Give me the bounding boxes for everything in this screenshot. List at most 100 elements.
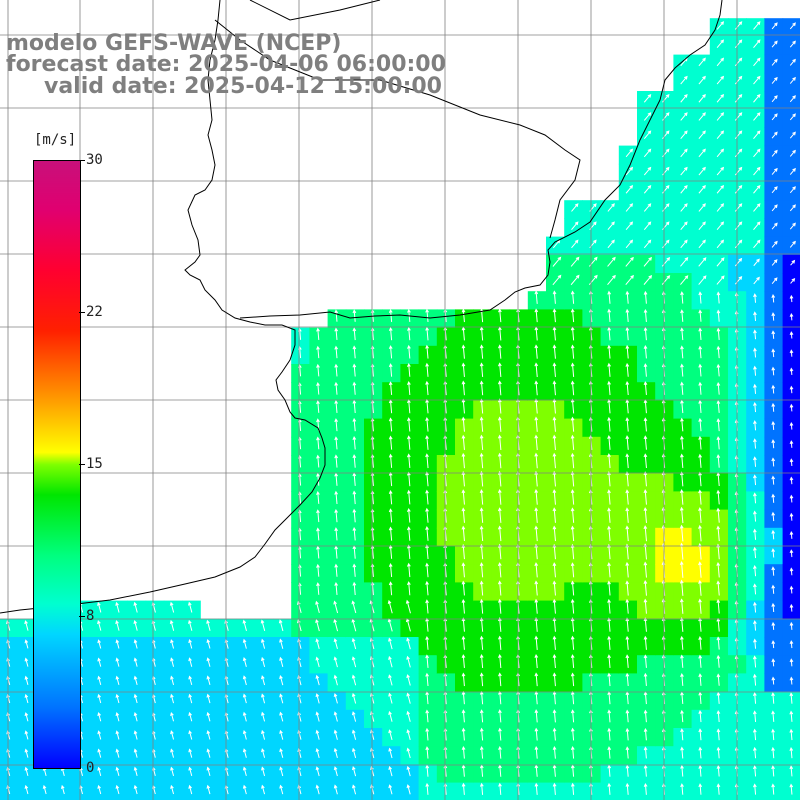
wind-arrow	[643, 239, 652, 249]
wind-arrow	[425, 764, 430, 777]
wind-arrow	[662, 130, 670, 139]
wind-arrow	[498, 308, 502, 323]
wind-arrow	[789, 728, 794, 741]
wind-arrow	[643, 672, 648, 687]
wind-arrow	[552, 380, 557, 396]
wind-arrow	[734, 75, 743, 85]
wind-arrow	[479, 434, 484, 451]
wind-arrow	[789, 95, 796, 103]
wind-arrow	[388, 563, 393, 578]
wind-arrow	[753, 293, 757, 303]
wind-arrow	[643, 727, 648, 741]
wind-arrow	[643, 93, 652, 103]
wind-arrow	[534, 653, 539, 669]
wind-arrow	[388, 327, 393, 341]
wind-arrow	[698, 57, 706, 67]
wind-arrow	[388, 710, 393, 722]
wind-arrow	[425, 599, 429, 614]
wind-arrow	[388, 784, 393, 795]
wind-arrow	[188, 619, 193, 631]
wind-arrow	[133, 730, 138, 740]
wind-arrow	[753, 492, 757, 504]
wind-arrow	[752, 546, 757, 559]
wind-arrow	[570, 452, 575, 469]
wind-arrow	[698, 764, 703, 777]
wind-arrow	[60, 784, 65, 795]
wind-arrow	[789, 22, 796, 30]
wind-arrow	[497, 598, 502, 614]
wind-arrow	[479, 580, 484, 596]
wind-arrow	[552, 398, 557, 414]
wind-arrow	[771, 602, 776, 613]
wind-arrow	[771, 640, 776, 649]
wind-arrow	[607, 562, 611, 578]
wind-arrow	[315, 618, 320, 632]
wind-arrow	[242, 619, 247, 631]
wind-arrow	[734, 257, 743, 267]
wind-arrow	[534, 507, 539, 523]
wind-arrow	[607, 672, 612, 687]
wind-arrow	[279, 784, 284, 795]
wind-arrow	[698, 691, 703, 704]
wind-arrow	[407, 344, 411, 359]
wind-arrow	[771, 113, 778, 121]
wind-arrow	[771, 384, 776, 394]
wind-arrow	[534, 489, 539, 505]
wind-arrow	[497, 562, 502, 578]
wind-arrow	[698, 363, 703, 377]
wind-arrow	[625, 362, 630, 377]
wind-arrow	[771, 493, 776, 503]
wind-arrow	[643, 598, 648, 614]
wind-arrow	[771, 548, 776, 558]
wind-arrow	[188, 766, 193, 776]
wind-arrow	[352, 508, 357, 523]
wind-arrow	[534, 543, 539, 560]
wind-arrow	[534, 452, 539, 469]
wind-arrow	[698, 417, 703, 432]
coastline-inland	[214, 19, 581, 239]
wind-arrow	[388, 692, 393, 704]
wind-arrow	[479, 764, 484, 777]
title-valid-date: valid date: 2025-04-12 15:00:00	[44, 74, 442, 99]
wind-arrow	[716, 291, 721, 304]
wind-arrow	[351, 729, 357, 740]
wind-arrow	[680, 221, 688, 230]
wind-arrow	[643, 525, 648, 542]
wind-arrow	[716, 166, 725, 176]
wind-arrow	[534, 580, 539, 596]
wind-arrow	[570, 308, 575, 323]
wind-arrow	[351, 600, 357, 614]
wind-arrow	[771, 76, 778, 84]
wind-arrow	[789, 186, 796, 194]
wind-arrow	[388, 363, 393, 377]
wind-arrow	[534, 745, 539, 759]
wind-arrow	[607, 654, 611, 668]
wind-arrow	[552, 489, 557, 505]
wind-arrow	[625, 308, 630, 323]
wind-arrow	[461, 525, 466, 542]
wind-arrow	[789, 76, 796, 84]
wind-arrow	[643, 290, 648, 304]
wind-arrow	[497, 380, 502, 396]
wind-arrow	[698, 783, 703, 795]
wind-arrow	[680, 112, 688, 121]
wind-arrow	[771, 676, 776, 685]
wind-arrow	[753, 311, 757, 322]
wind-arrow	[716, 783, 721, 795]
wind-arrow	[716, 345, 721, 359]
wind-arrow	[753, 638, 757, 649]
wind-arrow	[662, 112, 670, 121]
wind-arrow	[352, 417, 357, 432]
wind-arrow	[570, 617, 575, 632]
wind-arrow	[625, 256, 634, 267]
wind-arrow	[680, 203, 688, 212]
wind-arrow	[698, 654, 703, 668]
wind-arrow	[607, 635, 611, 650]
wind-arrow	[425, 580, 429, 596]
wind-arrow	[388, 655, 393, 668]
wind-arrow	[388, 747, 393, 759]
wind-arrow	[753, 203, 761, 212]
wind-arrow	[716, 75, 725, 85]
wind-arrow	[643, 203, 652, 212]
wind-arrow	[771, 783, 775, 795]
